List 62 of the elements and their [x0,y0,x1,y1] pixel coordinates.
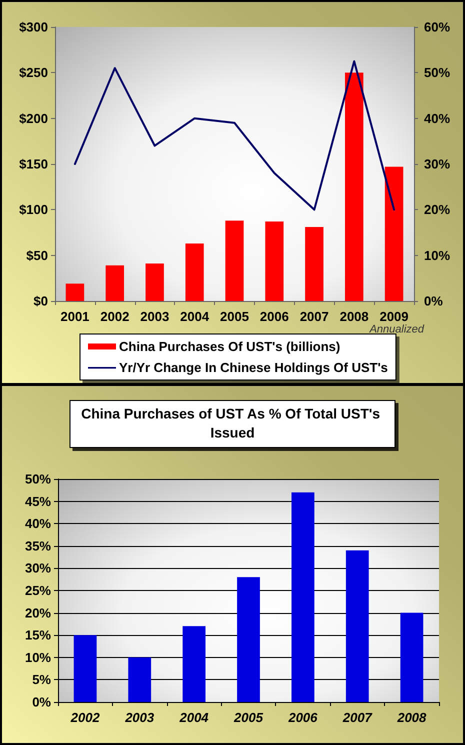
x-tick-label: 2008 [340,309,369,324]
y-tick-label: $100 [19,202,48,218]
y-tick-label: $250 [19,65,48,80]
y-tick-label: 10% [24,650,52,665]
y2-tick-label: 0% [424,294,444,308]
y2-tick-label: 20% [424,202,450,218]
bar [146,264,164,301]
x-tick-label: 2005 [220,309,249,324]
x-tick-label: 2006 [260,309,289,324]
x-tick-label: 2009 [380,309,409,324]
bar [225,220,244,301]
bar [305,227,324,301]
bar [265,222,284,301]
x-tick-label: 2004 [180,309,210,324]
y-tick-label: 5% [32,672,52,688]
x-tick-label: 2003 [140,309,170,324]
bar [400,612,424,702]
x-tick-label: 2006 [287,710,318,725]
y-tick-label: $300 [19,20,48,34]
y-tick-label: 35% [24,538,52,554]
x-tick-label: 2007 [342,710,373,725]
bar [128,657,152,702]
bar [292,492,314,702]
y-tick-label: 30% [24,560,52,576]
bar [346,550,369,702]
y2-tick-label: 50% [424,65,450,80]
x-tick-label: 2002 [70,710,100,725]
bar [384,166,404,301]
y2-tick-label: 40% [424,110,450,126]
bar [66,284,84,301]
x-tick-label: 2007 [300,309,329,324]
y-tick-label: $200 [19,110,48,126]
bar [182,626,206,702]
text: Annualized [368,324,425,336]
y2-tick-label: 10% [424,248,450,263]
x-tick-label: 2004 [178,710,210,725]
line-series [74,60,396,211]
y-tick-label: 45% [24,494,52,509]
x-tick-label: 2003 [124,710,155,725]
legend-label: China Purchases Of UST's (billions) [119,339,340,354]
y-tick-label: $50 [26,248,48,263]
y-tick-label: 50% [24,472,52,486]
y-tick-label: 40% [24,516,52,532]
x-tick-label: 2005 [233,710,264,725]
bar [185,243,204,301]
x-tick-label: 2002 [100,309,130,324]
y-tick-label: 15% [24,628,52,643]
y-tick-label: $150 [19,156,48,172]
y2-tick-label: 60% [424,20,450,34]
y2-tick-label: 30% [424,156,450,172]
y-tick-label: 0% [32,694,52,710]
chart-title: China Purchases of UST As % Of Total UST's Issued [81,406,384,440]
y-tick-label: 25% [24,583,52,598]
legend-label: Yr/Yr Change In Chinese Holdings Of UST's [119,360,388,375]
x-tick-label: 2008 [396,710,428,725]
y-tick-label: 20% [24,605,52,620]
y-tick-label: $0 [34,294,48,308]
bar [106,265,124,301]
x-tick-label: 2001 [60,309,90,324]
bar [74,635,97,702]
bar [237,577,260,702]
bar [344,72,364,301]
